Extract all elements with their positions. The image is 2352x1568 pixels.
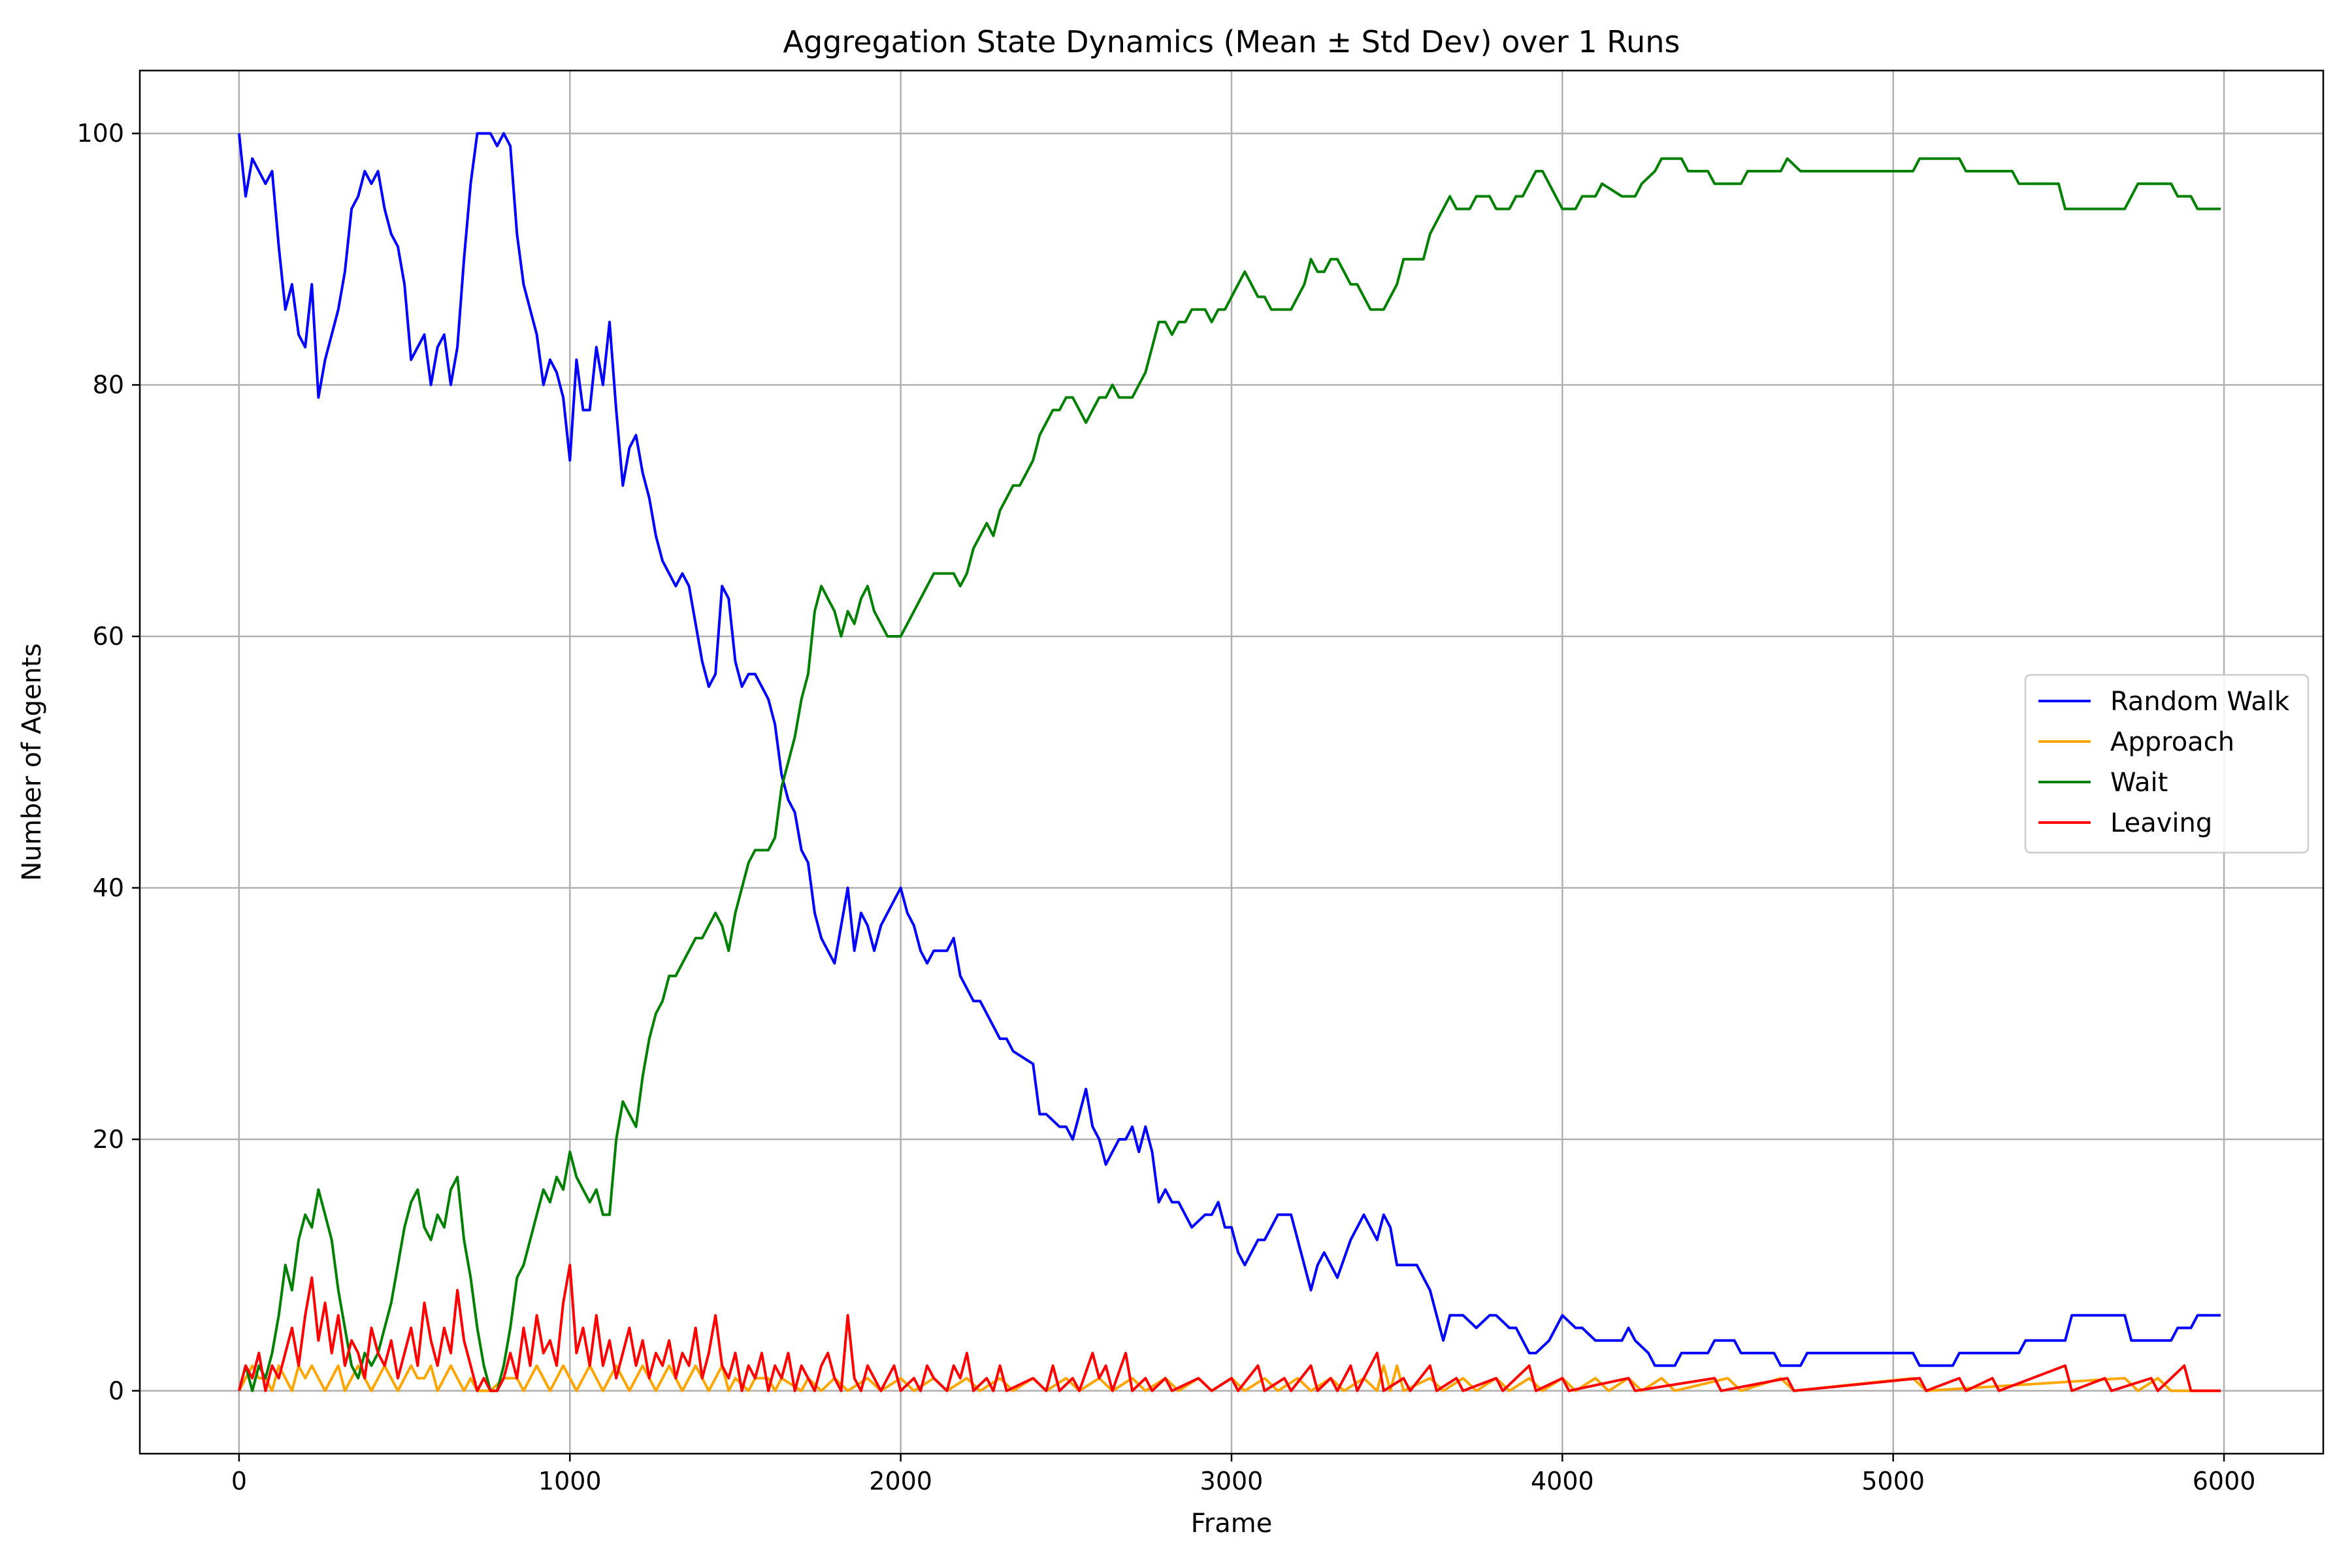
grid-layer bbox=[140, 71, 2323, 1454]
x-tick-label: 4000 bbox=[1531, 1467, 1594, 1495]
y-tick-label: 0 bbox=[108, 1377, 124, 1405]
legend-label-leaving: Leaving bbox=[2110, 808, 2212, 838]
y-tick-label: 80 bbox=[93, 370, 124, 399]
tick-layer: 0 1000 2000 3000 4000 5000 6000 0 20 40 60 80 100 bbox=[76, 119, 2255, 1495]
y-tick-label: 60 bbox=[93, 622, 124, 651]
legend-label-random-walk: Random Walk bbox=[2110, 687, 2290, 717]
x-tick-label: 2000 bbox=[869, 1467, 932, 1495]
chart-title: Aggregation State Dynamics (Mean ± Std D… bbox=[783, 24, 1680, 59]
legend: Random Walk Approach Wait Leaving bbox=[2024, 674, 2310, 854]
series-line-random-walk bbox=[237, 132, 2221, 1367]
x-axis-title: Frame bbox=[1191, 1509, 1273, 1539]
x-tick-label: 6000 bbox=[2193, 1467, 2256, 1495]
x-tick-label: 1000 bbox=[538, 1467, 602, 1495]
x-tick-label: 5000 bbox=[1861, 1467, 1925, 1495]
x-tick-label: 3000 bbox=[1200, 1467, 1264, 1495]
legend-box bbox=[2024, 674, 2310, 854]
legend-label-wait: Wait bbox=[2110, 768, 2168, 798]
y-tick-label: 20 bbox=[93, 1125, 124, 1154]
series-line-leaving bbox=[237, 1264, 2221, 1392]
y-axis-title: Number of Agents bbox=[17, 644, 47, 881]
series-layer bbox=[237, 132, 2221, 1392]
y-tick-label: 100 bbox=[76, 119, 124, 148]
y-tick-label: 40 bbox=[93, 874, 124, 902]
x-tick-label: 0 bbox=[231, 1467, 247, 1495]
legend-label-approach: Approach bbox=[2110, 727, 2234, 757]
